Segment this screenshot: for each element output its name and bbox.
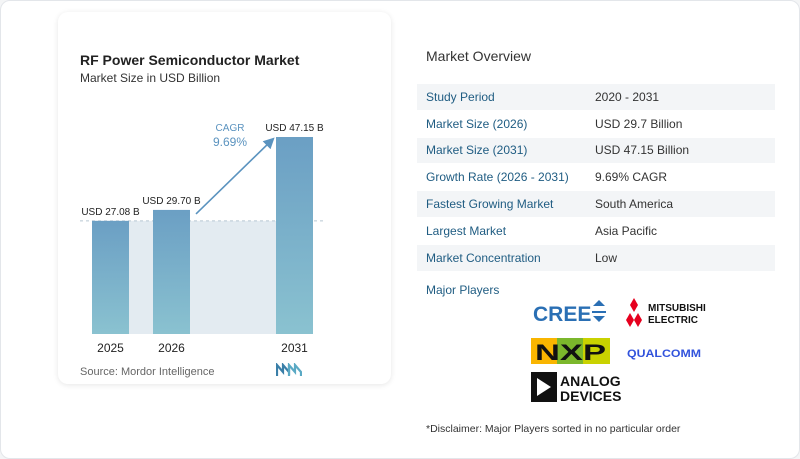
overview-label: Market Size (2026) bbox=[426, 116, 528, 131]
mordor-logo-icon bbox=[276, 363, 302, 376]
overview-value: South America bbox=[595, 197, 674, 212]
x-tick-2031: 2031 bbox=[281, 341, 308, 355]
overview-value: USD 47.15 Billion bbox=[595, 143, 690, 158]
overview-row: Largest Market Asia Pacific bbox=[417, 218, 775, 245]
bar-2026 bbox=[153, 209, 190, 334]
overview-value: Low bbox=[595, 250, 618, 265]
overview-value: 9.69% CAGR bbox=[595, 170, 668, 185]
cagr-label: CAGR bbox=[216, 123, 245, 134]
data-label-2025: USD 27.08 B bbox=[81, 207, 140, 218]
disclaimer-note: *Disclaimer: Major Players sorted in no … bbox=[426, 423, 681, 435]
bar-2031 bbox=[276, 137, 313, 334]
overview-label: Growth Rate (2026 - 2031) bbox=[426, 170, 569, 185]
overview-label: Fastest Growing Market bbox=[426, 197, 554, 212]
data-label-2026: USD 29.70 B bbox=[142, 196, 201, 207]
overview-row: Growth Rate (2026 - 2031) 9.69% CAGR bbox=[417, 164, 775, 192]
chart-title: RF Power Semiconductor Market bbox=[80, 52, 300, 68]
overview-row: Study Period 2020 - 2031 bbox=[417, 84, 775, 111]
market-overview-title: Market Overview bbox=[426, 48, 532, 64]
market-overview-table: Study Period 2020 - 2031 Market Size (20… bbox=[417, 84, 775, 272]
x-tick-2026: 2026 bbox=[158, 341, 185, 355]
data-label-2031: USD 47.15 B bbox=[265, 123, 324, 134]
bar-2025 bbox=[92, 220, 129, 334]
overview-label: Market Concentration bbox=[426, 250, 541, 265]
overview-row: Market Size (2026) USD 29.7 Billion bbox=[417, 111, 775, 138]
chart-subtitle: Market Size in USD Billion bbox=[80, 71, 221, 85]
overview-label: Largest Market bbox=[426, 223, 507, 238]
cagr-arrow bbox=[195, 137, 275, 215]
overview-label: Study Period bbox=[426, 89, 495, 104]
major-players-title: Major Players bbox=[426, 283, 500, 297]
overview-row: Market Concentration Low bbox=[417, 244, 775, 272]
overview-value: 2020 - 2031 bbox=[595, 89, 660, 104]
overview-row: Market Size (2031) USD 47.15 Billion bbox=[417, 137, 775, 165]
overview-value: Asia Pacific bbox=[595, 223, 658, 238]
source-note: Source: Mordor Intelligence bbox=[80, 366, 215, 378]
overview-value: USD 29.7 Billion bbox=[595, 116, 683, 131]
overview-label: Market Size (2031) bbox=[426, 143, 528, 158]
overview-row: Fastest Growing Market South America bbox=[417, 191, 775, 218]
x-tick-2025: 2025 bbox=[97, 341, 124, 355]
cagr-value: 9.69% bbox=[213, 135, 247, 149]
